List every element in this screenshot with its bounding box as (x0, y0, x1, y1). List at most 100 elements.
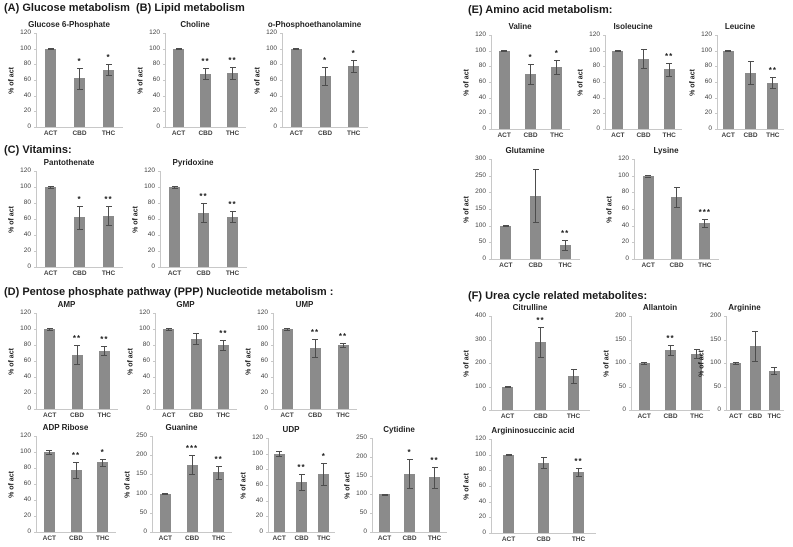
x-tick-label: CBD (196, 270, 211, 277)
bar (227, 72, 238, 127)
y-tick-label: 100 (149, 44, 160, 52)
y-tick-label: 20 (23, 512, 31, 519)
y-tick-label: 0 (143, 528, 147, 535)
y-tick-mark (489, 454, 491, 456)
x-tick-label: THC (211, 535, 226, 542)
chart-title: Lysine (653, 146, 679, 155)
x-tick-label: THC (101, 130, 116, 137)
y-tick-mark (34, 219, 36, 220)
chart-title: UMP (295, 300, 314, 309)
error-bar-cap (99, 459, 106, 461)
x-axis-line (36, 532, 116, 533)
y-tick-mark (34, 436, 36, 437)
error-bar-cap (229, 66, 236, 68)
error-bar-cap (673, 206, 680, 208)
x-tick-label: CBD (743, 132, 758, 139)
error-bar-cap (229, 79, 236, 81)
error-bar-cap (293, 47, 300, 49)
y-tick-label: 60 (478, 78, 486, 85)
x-tick-label: ACT (42, 535, 56, 542)
error-bar-cap (340, 342, 346, 344)
y-tick-mark (153, 313, 155, 314)
bar (638, 363, 650, 410)
y-tick-label: 40 (152, 91, 160, 99)
significance-marker: ** (100, 334, 109, 344)
error-bar (772, 77, 774, 89)
y-tick-label: 120 (475, 435, 486, 442)
x-axis-line (268, 532, 335, 533)
y-tick-mark (632, 192, 634, 194)
x-tick-label: THC (766, 132, 780, 139)
error-bar-cap (162, 492, 169, 494)
y-tick-mark (34, 532, 36, 533)
error-bar-cap (575, 475, 582, 477)
y-tick-label: 50 (359, 509, 367, 517)
y-axis-line (36, 171, 37, 268)
y-tick-label: 250 (356, 434, 367, 441)
error-bar-cap (381, 493, 388, 495)
chart-title: Arginine (728, 303, 761, 312)
y-tick-mark (163, 48, 165, 50)
y-tick-mark (489, 159, 491, 160)
error-bar (578, 467, 579, 476)
x-tick-label: CBD (523, 132, 538, 139)
x-tick-label: ACT (721, 132, 735, 139)
error-bar-cap (312, 357, 318, 358)
y-tick-mark (489, 517, 491, 519)
y-tick-label: 0 (27, 528, 31, 535)
y-tick-mark (153, 377, 155, 378)
y-tick-mark (158, 203, 160, 204)
y-tick-mark (153, 329, 155, 330)
y-tick-label: 300 (475, 155, 486, 162)
y-tick-label: 60 (592, 78, 600, 85)
y-tick-mark (150, 512, 152, 514)
x-tick-label: ACT (158, 535, 172, 542)
y-tick-label: 80 (23, 199, 31, 206)
x-tick-label: CBD (536, 536, 551, 543)
chart-pyridoxine: Pyridoxine% of act 0 20 40 60 80 100 120 ACT ** CB… (132, 158, 254, 280)
bar (44, 329, 56, 409)
y-tick-mark (489, 470, 491, 472)
error-bar-cap (640, 49, 647, 51)
y-tick-label: 20 (269, 107, 277, 115)
error-bar-cap (693, 349, 700, 351)
y-tick-mark (489, 501, 491, 503)
y-tick-label: 60 (23, 76, 31, 83)
bar (745, 72, 756, 129)
error-bar-cap (769, 88, 776, 90)
bar (103, 69, 114, 127)
significance-marker: ** (104, 195, 113, 205)
x-tick-label: CBD (68, 535, 84, 542)
y-tick-mark (266, 485, 268, 486)
chart-gmp: GMP% of act 0 20 40 60 80 100 120 ACT CBD ** THC (127, 300, 244, 422)
bar (186, 464, 198, 532)
error-bar (102, 459, 104, 466)
y-tick-mark (163, 80, 165, 81)
y-tick-mark (370, 494, 372, 496)
bar (43, 452, 55, 532)
error-bar-cap (537, 357, 544, 359)
error-bar-cap (701, 219, 708, 220)
y-tick-mark (271, 345, 273, 346)
bar (749, 345, 761, 410)
error-bar-cap (693, 357, 700, 359)
significance-marker: ** (201, 57, 210, 67)
bar (290, 48, 302, 127)
chart-allantoin: Allantoin% of act 0 50 100 150 200 ACT ** CBD THC (603, 303, 717, 423)
y-tick-mark (489, 82, 491, 83)
significance-marker: *** (185, 444, 199, 454)
bar (217, 345, 229, 409)
y-tick-label: 120 (20, 29, 31, 36)
y-tick-label: 60 (269, 76, 277, 83)
y-tick-label: 120 (701, 31, 712, 38)
bar (699, 223, 711, 259)
error-bar-cap (105, 206, 112, 208)
error-bar (108, 206, 109, 226)
x-tick-label: THC (690, 413, 704, 420)
y-tick-label: 80 (621, 188, 629, 196)
chart-leucine: Leucine% of act 0 20 40 60 80 100 120 ACT CBD ** TH… (689, 22, 791, 142)
y-tick-mark (34, 95, 36, 97)
y-tick-label: 0 (273, 123, 277, 130)
error-bar-cap (732, 364, 739, 366)
error-bar-cap (350, 72, 357, 74)
